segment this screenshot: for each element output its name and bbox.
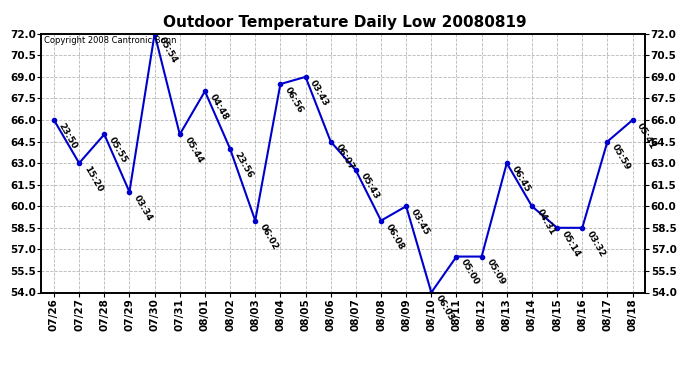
Text: 05:54: 05:54 <box>157 35 179 64</box>
Text: 05:44: 05:44 <box>183 136 205 165</box>
Text: 03:34: 03:34 <box>132 193 155 222</box>
Text: 04:48: 04:48 <box>208 93 230 122</box>
Text: 06:08: 06:08 <box>384 222 406 251</box>
Text: 06:03: 06:03 <box>434 294 456 323</box>
Text: 05:00: 05:00 <box>460 258 481 287</box>
Text: Copyright 2008 Cantronic Bonn: Copyright 2008 Cantronic Bonn <box>44 36 177 45</box>
Text: 03:45: 03:45 <box>409 208 431 237</box>
Text: 05:14: 05:14 <box>560 229 582 258</box>
Text: 05:59: 05:59 <box>610 143 632 172</box>
Text: 06:02: 06:02 <box>258 222 280 251</box>
Text: 03:43: 03:43 <box>308 78 331 108</box>
Text: 23:50: 23:50 <box>57 122 79 151</box>
Text: 05:43: 05:43 <box>359 172 381 201</box>
Text: 05:41: 05:41 <box>635 122 658 151</box>
Text: 05:09: 05:09 <box>484 258 506 287</box>
Text: 06:45: 06:45 <box>510 165 532 194</box>
Text: 03:32: 03:32 <box>585 229 607 258</box>
Text: 06:56: 06:56 <box>283 86 305 115</box>
Text: 15:20: 15:20 <box>82 165 104 194</box>
Text: 04:31: 04:31 <box>535 208 557 237</box>
Text: 05:55: 05:55 <box>107 136 129 165</box>
Text: Outdoor Temperature Daily Low 20080819: Outdoor Temperature Daily Low 20080819 <box>164 15 526 30</box>
Text: 23:56: 23:56 <box>233 150 255 179</box>
Text: 06:07: 06:07 <box>333 143 355 172</box>
